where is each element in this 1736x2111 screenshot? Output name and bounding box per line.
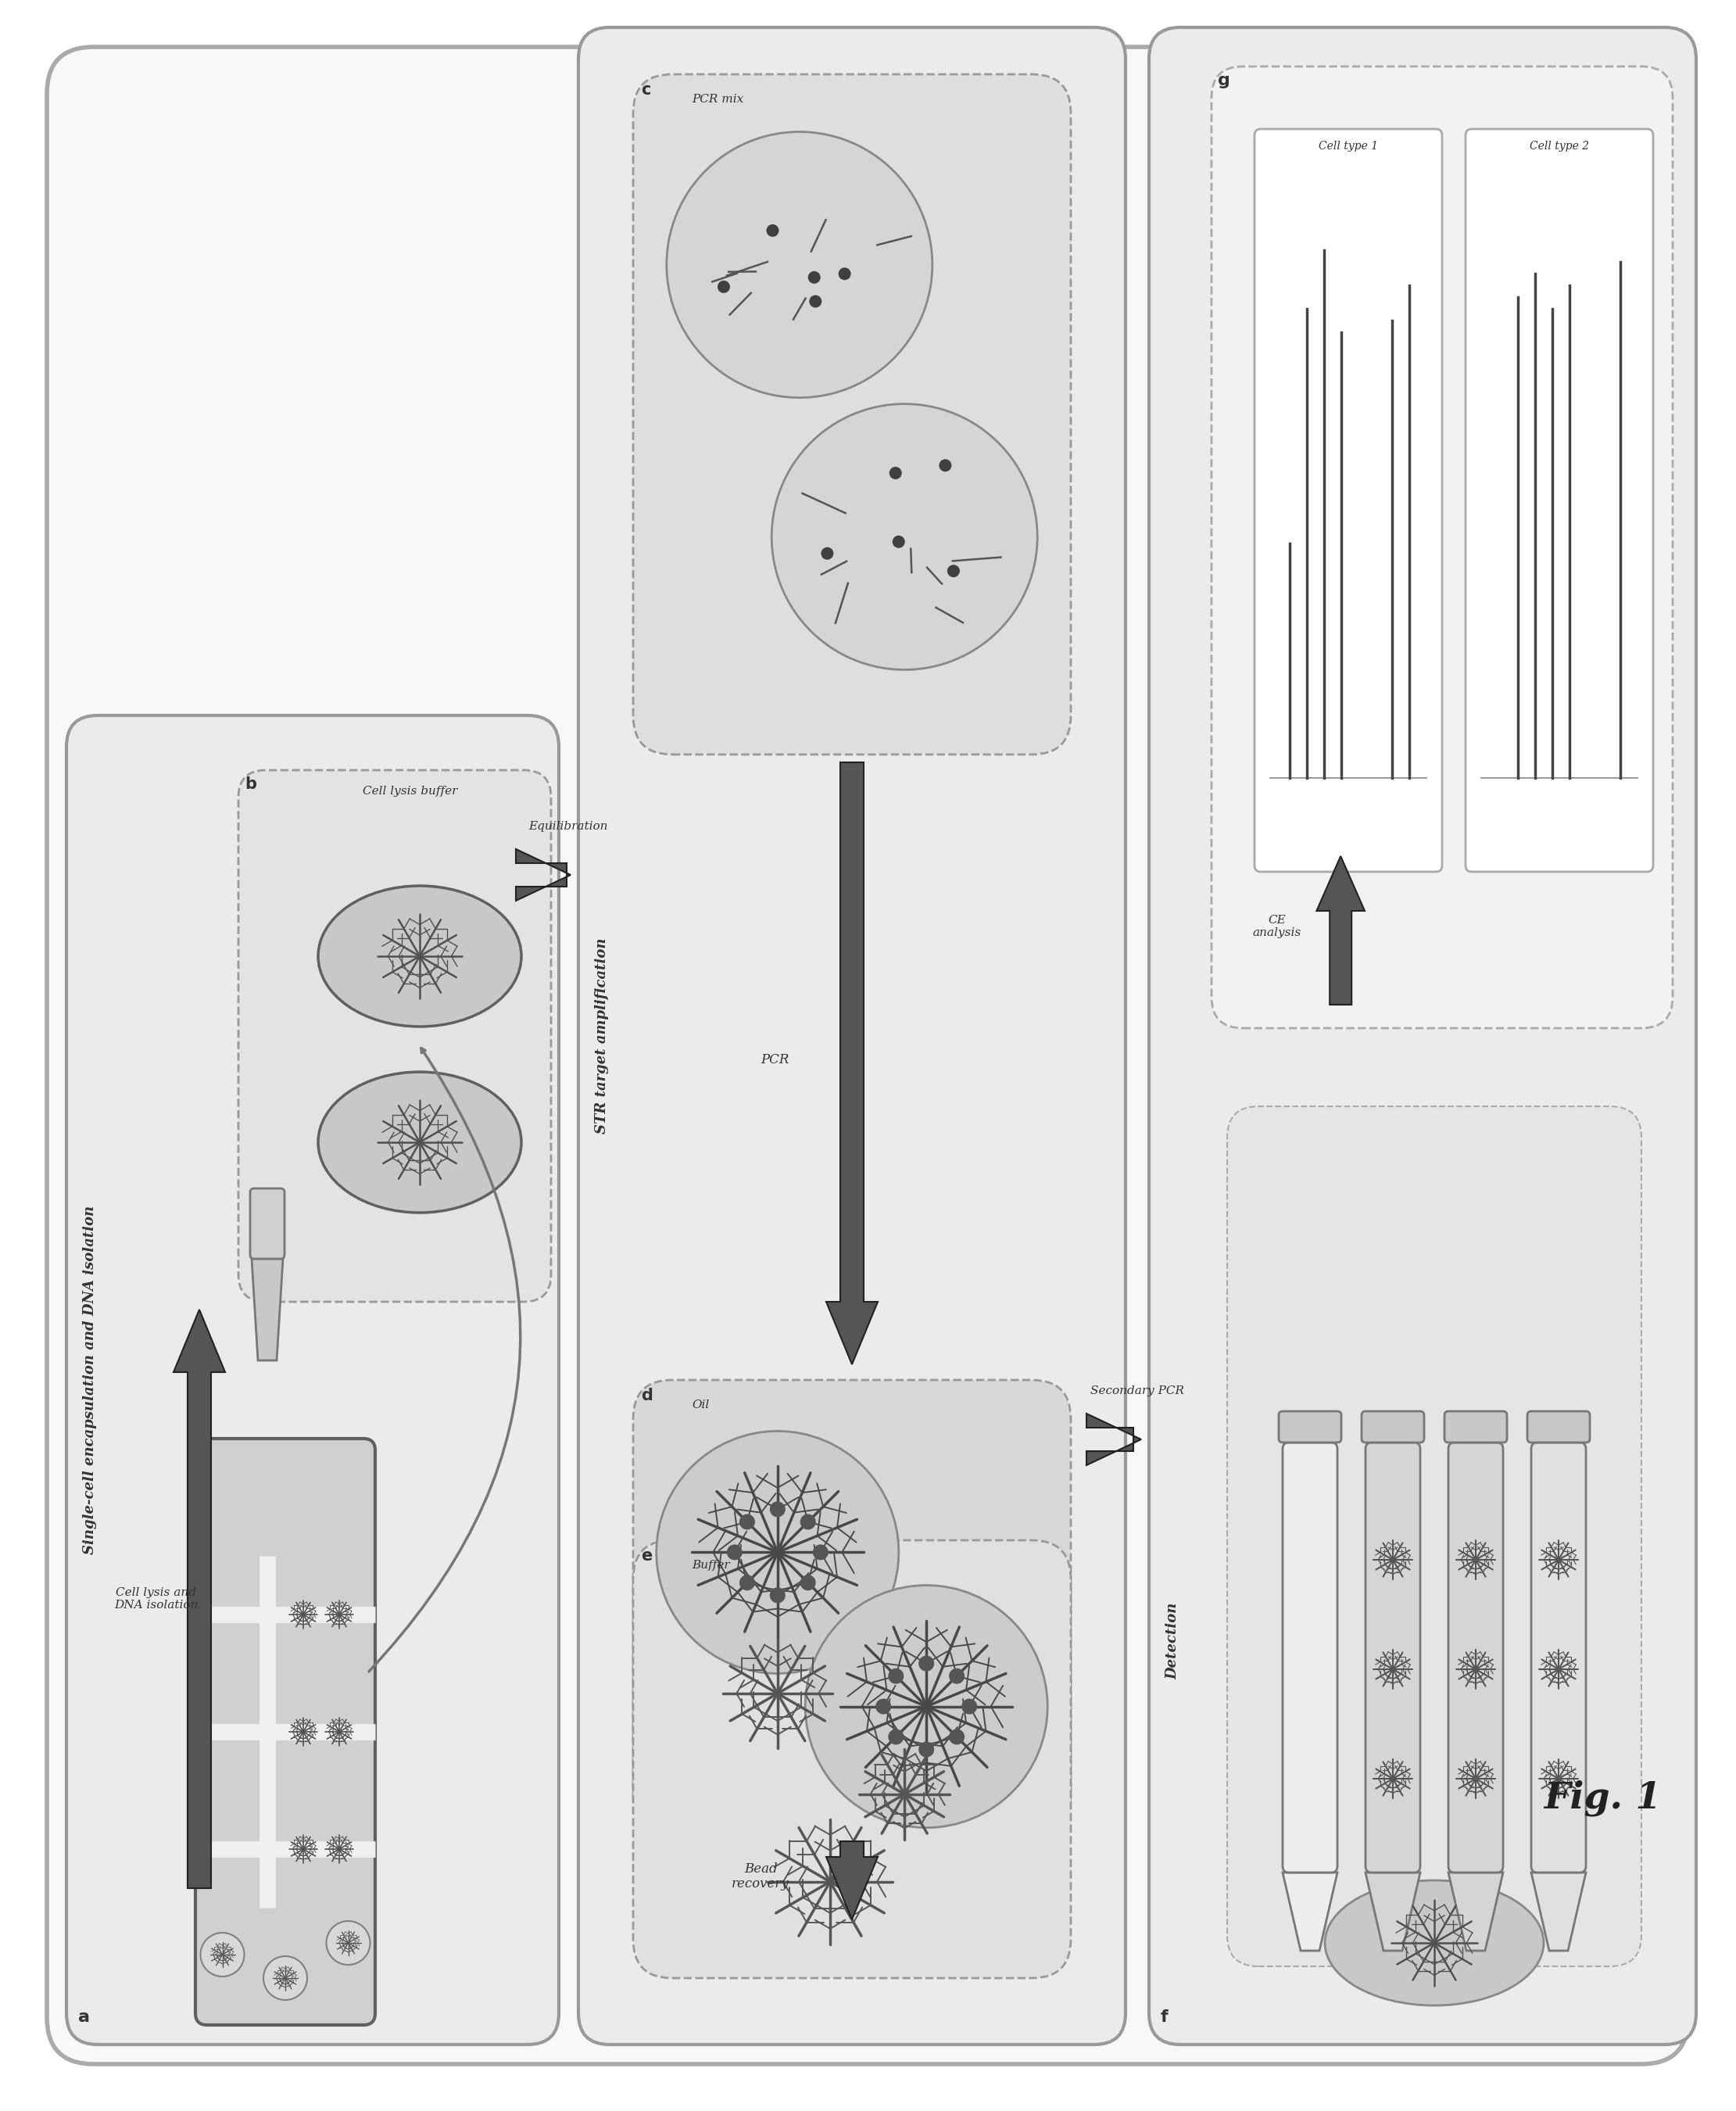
Circle shape <box>950 1729 965 1744</box>
Text: Oil: Oil <box>691 1400 708 1410</box>
Circle shape <box>771 403 1038 669</box>
Circle shape <box>875 1699 891 1714</box>
FancyBboxPatch shape <box>1279 1412 1342 1442</box>
Text: Equilibration: Equilibration <box>528 821 608 832</box>
FancyBboxPatch shape <box>578 27 1125 2046</box>
Circle shape <box>918 1655 934 1672</box>
FancyArrow shape <box>1087 1414 1141 1465</box>
Polygon shape <box>1448 1872 1503 1951</box>
FancyBboxPatch shape <box>1212 65 1674 1028</box>
FancyArrow shape <box>1316 857 1364 1005</box>
Text: STR target amplification: STR target amplification <box>595 937 609 1134</box>
Circle shape <box>740 1514 755 1530</box>
FancyBboxPatch shape <box>1528 1412 1590 1442</box>
FancyBboxPatch shape <box>1255 129 1443 872</box>
Text: CE
analysis: CE analysis <box>1253 914 1302 937</box>
Circle shape <box>950 1668 965 1685</box>
Circle shape <box>769 1587 785 1602</box>
Ellipse shape <box>1325 1881 1543 2005</box>
Circle shape <box>838 268 851 281</box>
Text: PCR: PCR <box>760 1053 790 1066</box>
Ellipse shape <box>318 887 521 1026</box>
Circle shape <box>800 1575 816 1590</box>
FancyBboxPatch shape <box>66 716 559 2046</box>
FancyBboxPatch shape <box>1366 1442 1420 1872</box>
Circle shape <box>667 131 932 397</box>
Circle shape <box>656 1431 899 1674</box>
FancyBboxPatch shape <box>634 1541 1071 1978</box>
FancyArrow shape <box>516 849 571 901</box>
FancyBboxPatch shape <box>1531 1442 1587 1872</box>
Ellipse shape <box>318 1072 521 1212</box>
Circle shape <box>889 467 901 479</box>
Circle shape <box>962 1699 977 1714</box>
Text: Buffer: Buffer <box>691 1560 729 1571</box>
Circle shape <box>806 1585 1047 1828</box>
Text: b: b <box>245 777 257 792</box>
Circle shape <box>821 547 833 559</box>
Circle shape <box>812 1545 828 1560</box>
Text: c: c <box>641 82 651 97</box>
Circle shape <box>800 1514 816 1530</box>
Text: e: e <box>641 1547 653 1564</box>
Circle shape <box>717 281 731 293</box>
FancyBboxPatch shape <box>47 46 1689 2065</box>
Circle shape <box>264 1957 307 1999</box>
Circle shape <box>809 296 821 308</box>
FancyArrow shape <box>826 762 878 1364</box>
Polygon shape <box>1531 1872 1587 1951</box>
Text: a: a <box>78 2010 90 2024</box>
Text: Detection: Detection <box>1165 1602 1179 1680</box>
FancyBboxPatch shape <box>1283 1442 1337 1872</box>
FancyBboxPatch shape <box>1465 129 1653 872</box>
Polygon shape <box>1366 1872 1420 1951</box>
FancyBboxPatch shape <box>1149 27 1696 2046</box>
Circle shape <box>948 566 960 576</box>
Circle shape <box>200 1934 245 1976</box>
Text: Single-cell encapsulation and DNA isolation: Single-cell encapsulation and DNA isolat… <box>83 1205 97 1554</box>
Text: PCR mix: PCR mix <box>691 93 743 106</box>
Circle shape <box>769 1501 785 1518</box>
FancyArrow shape <box>174 1309 226 1887</box>
Circle shape <box>892 536 904 549</box>
FancyBboxPatch shape <box>1227 1106 1642 1965</box>
Circle shape <box>807 270 821 283</box>
FancyBboxPatch shape <box>634 74 1071 754</box>
Text: Cell lysis and
DNA isolation: Cell lysis and DNA isolation <box>115 1587 198 1611</box>
Text: Secondary PCR: Secondary PCR <box>1090 1385 1184 1395</box>
Text: Fig. 1: Fig. 1 <box>1543 1780 1661 1815</box>
Text: Bead
recovery: Bead recovery <box>733 1862 790 1891</box>
Polygon shape <box>252 1258 283 1359</box>
FancyBboxPatch shape <box>634 1381 1071 1834</box>
Polygon shape <box>1283 1872 1337 1951</box>
FancyArrow shape <box>826 1841 878 1919</box>
Circle shape <box>740 1575 755 1590</box>
FancyBboxPatch shape <box>1361 1412 1424 1442</box>
Text: Cell type 1: Cell type 1 <box>1319 141 1378 152</box>
FancyBboxPatch shape <box>250 1188 285 1258</box>
Circle shape <box>727 1545 743 1560</box>
Circle shape <box>939 460 951 471</box>
FancyBboxPatch shape <box>238 771 550 1302</box>
Circle shape <box>326 1921 370 1965</box>
Text: Cell lysis buffer: Cell lysis buffer <box>363 785 458 796</box>
Text: f: f <box>1161 2010 1168 2024</box>
Circle shape <box>889 1668 904 1685</box>
FancyBboxPatch shape <box>1444 1412 1507 1442</box>
Text: g: g <box>1217 72 1231 89</box>
Text: d: d <box>641 1387 653 1404</box>
FancyBboxPatch shape <box>1448 1442 1503 1872</box>
Text: Cell type 2: Cell type 2 <box>1529 141 1588 152</box>
Circle shape <box>889 1729 904 1744</box>
Circle shape <box>918 1742 934 1756</box>
FancyBboxPatch shape <box>196 1438 375 2024</box>
Circle shape <box>766 224 779 236</box>
